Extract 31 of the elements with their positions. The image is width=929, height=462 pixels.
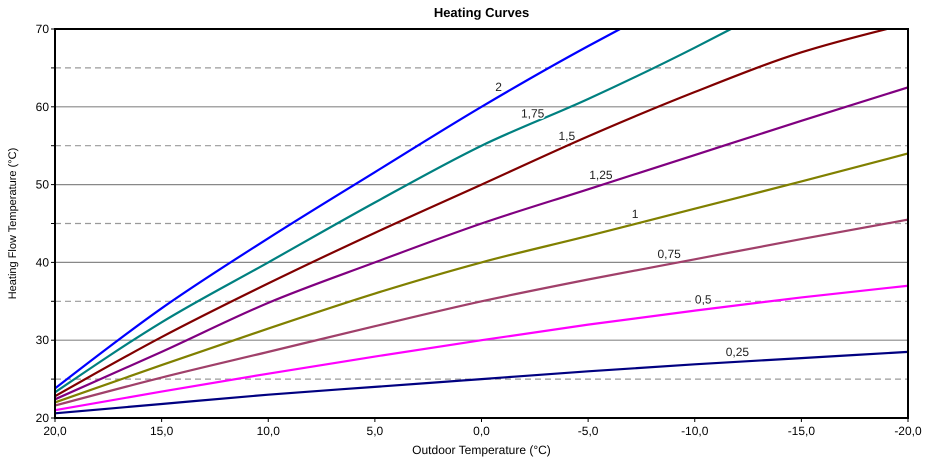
x-axis-title: Outdoor Temperature (°C) [412, 443, 551, 457]
line-series [54, 28, 622, 390]
x-tick-label: -5,0 [578, 424, 599, 438]
series-label: 0,75 [657, 247, 682, 262]
line-series [54, 28, 888, 398]
line-series [54, 218, 910, 407]
chart-title: Heating Curves [434, 5, 530, 20]
y-tick-label: 50 [36, 178, 50, 192]
series-label: 2 [495, 80, 502, 94]
y-tick-label: 70 [36, 22, 50, 36]
y-axis-title: Heating Flow Temperature (°C) [7, 148, 19, 300]
y-tick-label: 40 [36, 255, 50, 270]
x-tick-label: 20,0 [43, 424, 67, 438]
series-label: 1 [632, 206, 639, 221]
x-tick-label: 5,0 [366, 424, 384, 438]
series-label: 0,5 [694, 292, 712, 307]
x-tick-label: 15,0 [150, 424, 174, 438]
series-label: 1,5 [558, 129, 576, 144]
x-tick-label: -20,0 [894, 424, 922, 438]
series-label: 1,25 [589, 168, 613, 182]
y-tick-label: 20 [36, 411, 50, 425]
y-tick-label: 30 [36, 333, 50, 348]
x-tick-label: -15,0 [788, 424, 816, 438]
line-series [54, 152, 910, 404]
series-label: 1,75 [521, 106, 545, 120]
x-tick-label: -10,0 [681, 424, 709, 438]
line-series [54, 284, 910, 412]
y-tick-label: 60 [36, 100, 50, 114]
series-label: 0,25 [726, 344, 750, 359]
x-tick-label: 0,0 [473, 424, 490, 438]
x-tick-label: 10,0 [256, 424, 280, 438]
